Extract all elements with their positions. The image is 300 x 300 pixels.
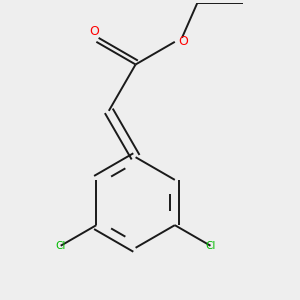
Text: O: O (89, 25, 99, 38)
Text: O: O (178, 35, 188, 48)
Text: Cl: Cl (205, 241, 216, 251)
Text: Cl: Cl (56, 241, 66, 251)
